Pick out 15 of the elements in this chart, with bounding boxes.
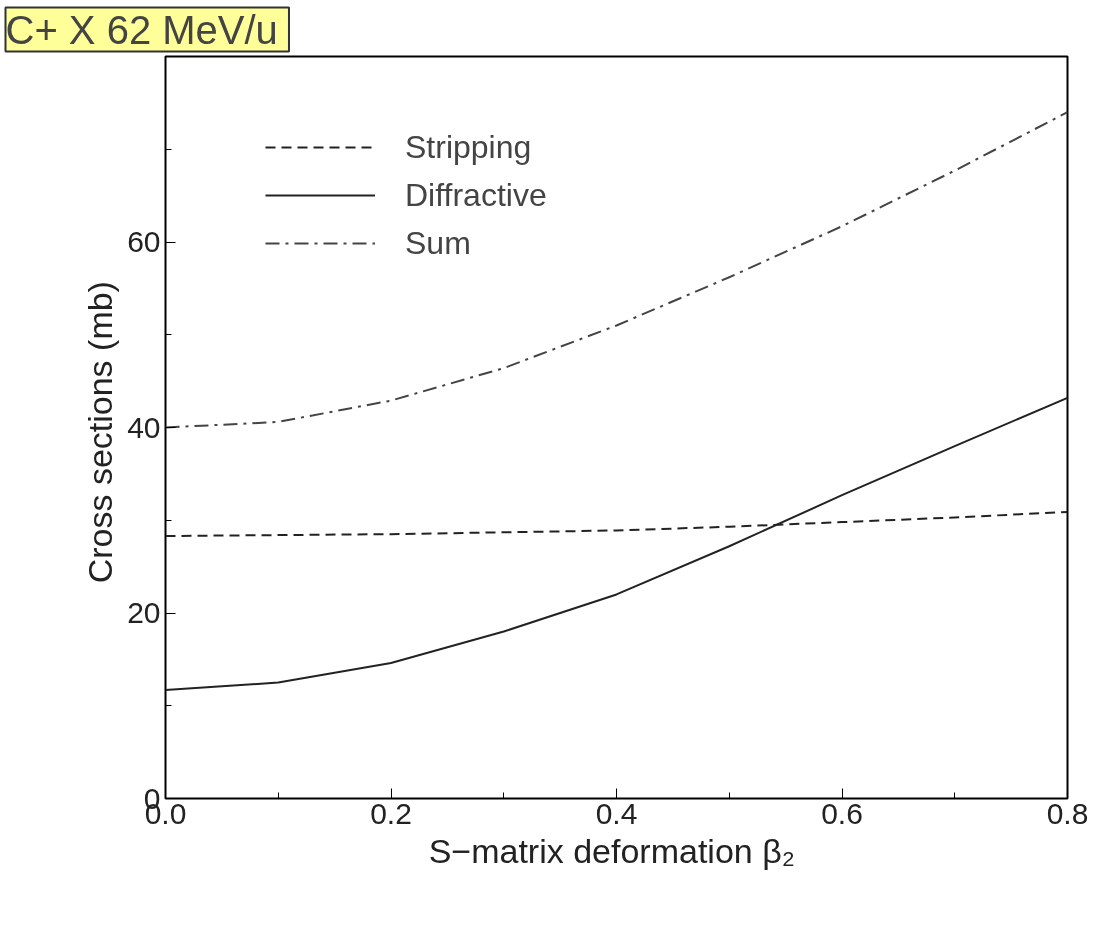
y-tick-label: 60 [127, 225, 161, 258]
x-tick-label: 0.2 [370, 796, 412, 830]
y-tick-label: 20 [127, 596, 161, 629]
legend-label: Stripping [405, 127, 532, 167]
y-tick-label: 40 [127, 410, 161, 444]
x-axis-title: S−matrix deformation β₂ [428, 831, 795, 870]
y-axis-title: Cross sections (mb) [81, 281, 120, 584]
line-series [165, 111, 1068, 429]
chart-title: C+ X 62 MeV/u [5, 7, 278, 52]
legend-label: Diffractive [405, 175, 547, 215]
x-tick-label: 0.4 [595, 796, 638, 830]
legend-label: Sum [405, 223, 471, 263]
line-series [165, 396, 1068, 691]
x-tick-label: 0.8 [1046, 796, 1089, 830]
x-tick-label: 0.6 [821, 796, 863, 830]
